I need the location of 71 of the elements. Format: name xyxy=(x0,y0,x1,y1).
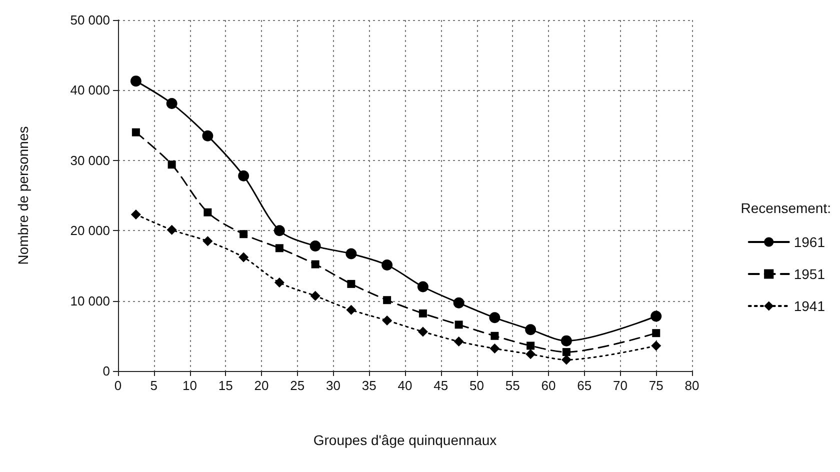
y-tick-label: 10 000 xyxy=(70,293,110,308)
point xyxy=(383,296,392,304)
point xyxy=(650,310,662,322)
y-tick-label: 40 000 xyxy=(70,82,110,98)
x-tick-label: 50 xyxy=(470,378,484,393)
x-tick-label: 80 xyxy=(684,378,700,393)
point xyxy=(418,309,427,318)
x-axis-title: Groupes d'âge quinquennaux xyxy=(313,432,497,448)
point xyxy=(274,278,284,288)
y-tick-label: 20 000 xyxy=(70,223,110,238)
x-tick-label: 5 xyxy=(150,378,158,393)
point xyxy=(490,332,499,340)
y-tick-label: 30 000 xyxy=(70,152,110,168)
point xyxy=(346,248,357,260)
point xyxy=(275,244,284,252)
point xyxy=(166,98,178,110)
point xyxy=(560,335,572,346)
point xyxy=(346,304,356,315)
x-tick-label: 15 xyxy=(218,378,233,393)
point xyxy=(130,76,142,87)
point xyxy=(561,354,572,365)
point xyxy=(382,260,393,270)
x-tick-label: 60 xyxy=(541,378,556,393)
point xyxy=(204,208,212,216)
x-tick-label: 20 xyxy=(254,378,269,393)
point xyxy=(238,170,250,182)
point xyxy=(418,326,428,337)
point xyxy=(526,342,535,350)
point xyxy=(526,349,536,360)
point xyxy=(310,240,321,252)
point xyxy=(525,324,536,336)
point xyxy=(310,290,320,301)
legend-title: Recensement: xyxy=(740,200,832,216)
x-tick-label: 45 xyxy=(434,378,448,393)
x-tick-label: 25 xyxy=(290,378,305,393)
x-tick-label: 10 xyxy=(182,378,197,393)
legend-label: 1941 xyxy=(794,298,826,314)
point xyxy=(382,315,392,326)
point xyxy=(202,130,214,142)
point xyxy=(311,260,320,268)
point xyxy=(454,336,464,347)
legend-label: 1951 xyxy=(794,266,826,282)
point xyxy=(132,128,140,136)
point xyxy=(562,348,570,356)
y-tick-label: 0 xyxy=(102,364,110,378)
point xyxy=(347,280,356,288)
x-tick-label: 40 xyxy=(398,378,412,393)
x-tick-label: 35 xyxy=(362,378,376,393)
x-tick-label: 75 xyxy=(648,378,664,393)
point xyxy=(274,225,285,236)
x-tick-label: 70 xyxy=(613,378,628,393)
x-tick-label: 65 xyxy=(577,378,592,393)
point xyxy=(202,236,213,246)
point xyxy=(166,224,177,235)
point xyxy=(453,297,464,308)
point xyxy=(417,281,428,292)
y-axis-title: Nombre de personnes xyxy=(15,126,31,265)
point xyxy=(454,320,463,329)
x-tick-label: 55 xyxy=(505,378,520,393)
point xyxy=(130,209,141,220)
point xyxy=(490,344,500,354)
point xyxy=(168,160,176,169)
point xyxy=(240,230,248,238)
point xyxy=(652,329,660,338)
point xyxy=(489,312,500,324)
y-tick-label: 50 000 xyxy=(70,12,110,28)
point xyxy=(238,252,249,262)
x-tick-label: 0 xyxy=(114,378,122,393)
legend-label: 1961 xyxy=(794,234,826,250)
point xyxy=(651,340,662,351)
x-tick-label: 30 xyxy=(326,378,340,393)
